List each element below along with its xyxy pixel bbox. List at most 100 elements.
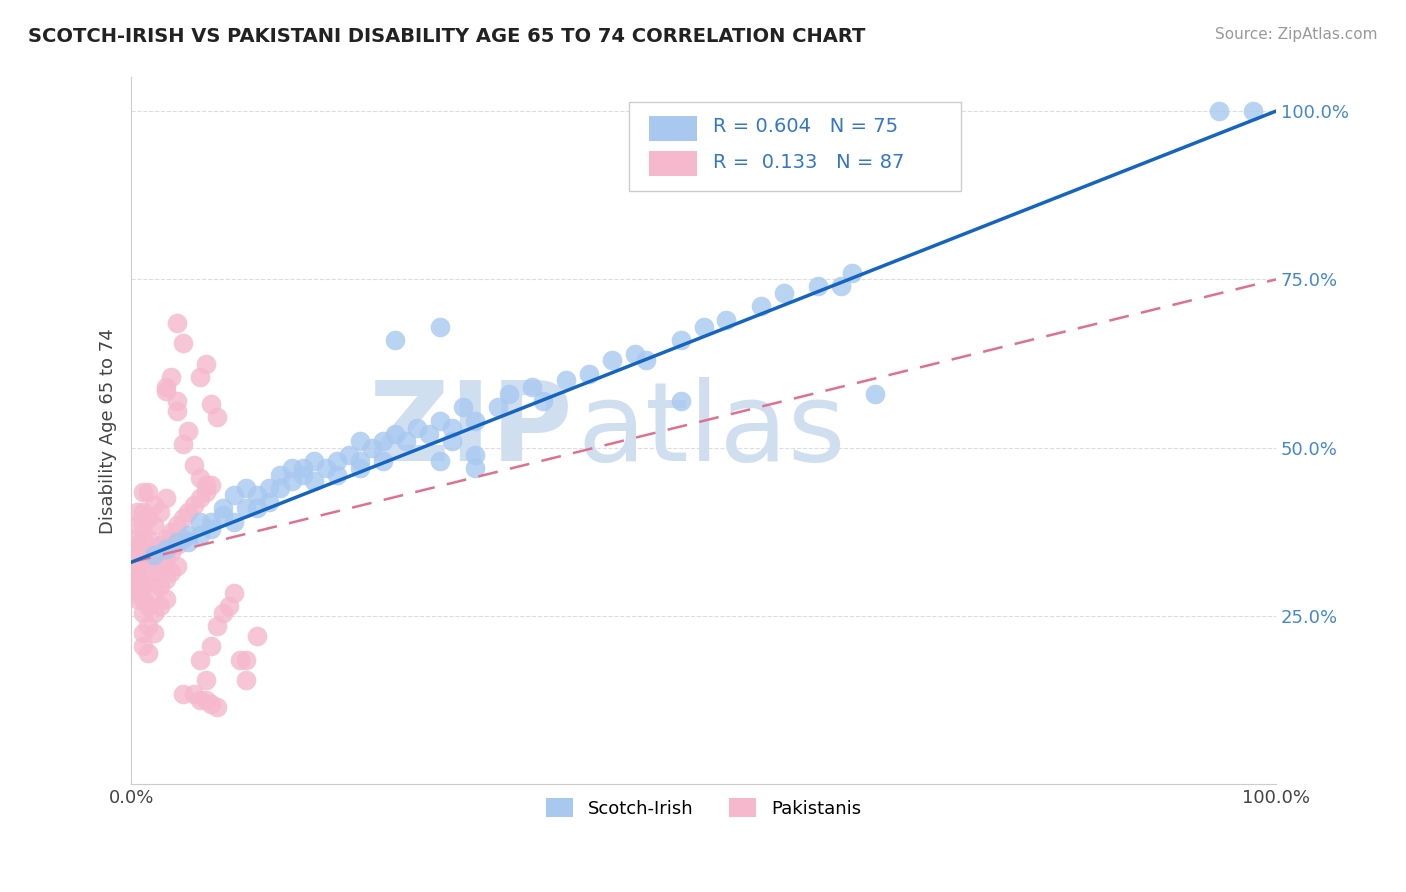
Text: Source: ZipAtlas.com: Source: ZipAtlas.com — [1215, 27, 1378, 42]
Point — [807, 279, 830, 293]
Point — [555, 373, 578, 387]
Point — [188, 515, 211, 529]
Point — [143, 626, 166, 640]
Point — [229, 653, 252, 667]
Point — [188, 528, 211, 542]
Text: R =  0.133   N = 87: R = 0.133 N = 87 — [713, 153, 904, 172]
Point — [692, 319, 714, 334]
Point — [149, 505, 172, 519]
Point — [125, 545, 148, 559]
Point — [200, 640, 222, 654]
Point — [280, 475, 302, 489]
Point — [349, 454, 371, 468]
Point — [235, 481, 257, 495]
Point — [143, 545, 166, 559]
Point — [155, 572, 177, 586]
Point — [360, 441, 382, 455]
Point — [131, 606, 153, 620]
Point — [155, 541, 177, 556]
Point — [160, 370, 183, 384]
Point — [224, 488, 246, 502]
Point — [326, 454, 349, 468]
Point — [155, 384, 177, 398]
Point — [125, 572, 148, 586]
Point — [716, 313, 738, 327]
FancyBboxPatch shape — [630, 103, 962, 191]
Y-axis label: Disability Age 65 to 74: Disability Age 65 to 74 — [100, 328, 117, 533]
Point — [183, 458, 205, 472]
Point — [131, 626, 153, 640]
Point — [172, 437, 194, 451]
Point — [125, 505, 148, 519]
Point — [194, 673, 217, 687]
Point — [138, 572, 160, 586]
Point — [224, 515, 246, 529]
Point — [451, 401, 474, 415]
Point — [200, 522, 222, 536]
Point — [841, 266, 863, 280]
Point — [125, 579, 148, 593]
Point — [464, 461, 486, 475]
Point — [125, 532, 148, 546]
Point — [138, 646, 160, 660]
Text: R = 0.604   N = 75: R = 0.604 N = 75 — [713, 118, 898, 136]
Point — [520, 380, 543, 394]
Point — [211, 508, 233, 522]
Point — [172, 511, 194, 525]
Point — [194, 477, 217, 491]
Text: atlas: atlas — [578, 377, 846, 484]
Point — [772, 285, 794, 300]
Point — [200, 515, 222, 529]
Point — [125, 538, 148, 552]
Point — [224, 585, 246, 599]
Point — [337, 448, 360, 462]
Point — [183, 687, 205, 701]
Point — [166, 403, 188, 417]
Point — [464, 448, 486, 462]
Point — [160, 566, 183, 580]
Point — [160, 524, 183, 539]
Point — [131, 592, 153, 607]
Point — [166, 558, 188, 573]
Point — [205, 700, 228, 714]
Point — [131, 579, 153, 593]
Point — [149, 558, 172, 573]
Point — [188, 370, 211, 384]
Point — [669, 393, 692, 408]
Point — [172, 687, 194, 701]
Point — [235, 673, 257, 687]
Point — [205, 410, 228, 425]
Point — [131, 532, 153, 546]
Point — [498, 387, 520, 401]
Point — [188, 693, 211, 707]
Point — [194, 484, 217, 499]
Point — [269, 467, 291, 482]
Point — [131, 552, 153, 566]
Point — [429, 319, 451, 334]
Point — [211, 606, 233, 620]
Point — [624, 346, 647, 360]
Point — [304, 475, 326, 489]
Point — [291, 461, 314, 475]
Point — [131, 640, 153, 654]
Point — [235, 501, 257, 516]
Point — [636, 353, 658, 368]
Point — [406, 420, 429, 434]
Point — [1241, 104, 1264, 119]
Point — [166, 316, 188, 330]
Point — [600, 353, 623, 368]
Point — [531, 393, 554, 408]
Point — [395, 434, 418, 448]
Point — [155, 380, 177, 394]
Point — [464, 414, 486, 428]
Point — [125, 592, 148, 607]
Point — [155, 491, 177, 506]
Point — [280, 461, 302, 475]
Point — [349, 461, 371, 475]
Point — [200, 697, 222, 711]
Point — [257, 481, 280, 495]
Point — [418, 427, 440, 442]
Point — [149, 599, 172, 613]
Point — [188, 491, 211, 506]
Point — [269, 481, 291, 495]
